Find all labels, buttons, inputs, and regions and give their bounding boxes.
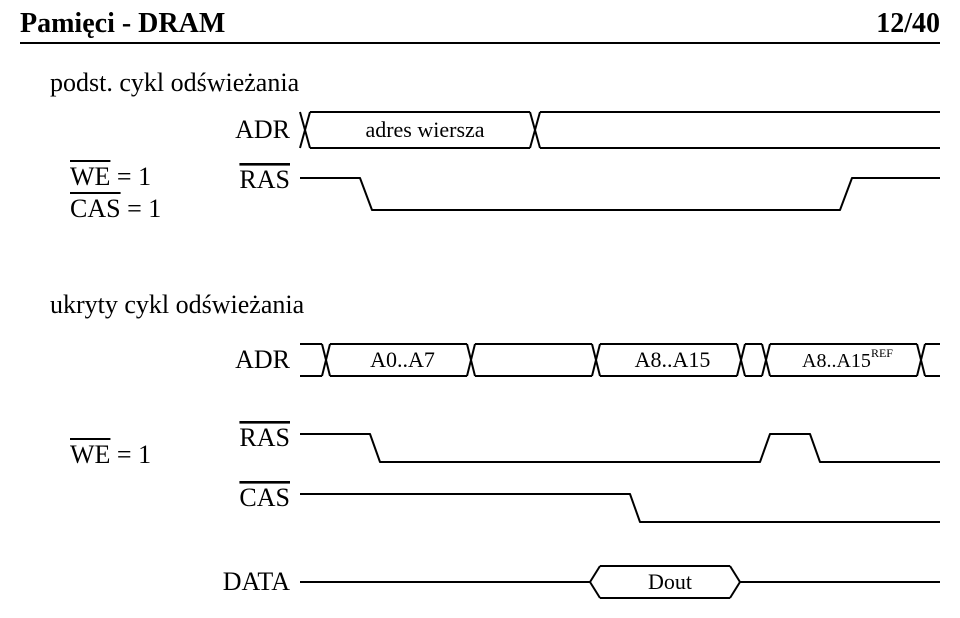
timing-svg: ADR adres wiersza RAS ADR A0..A7 A8..A15 A8..A… — [0, 0, 960, 618]
svg-text:adres wiersza: adres wiersza — [365, 117, 484, 142]
svg-text:ADR: ADR — [235, 345, 291, 374]
svg-text:CAS: CAS — [239, 483, 290, 512]
svg-text:A0..A7: A0..A7 — [370, 347, 435, 372]
svg-text:DATA: DATA — [223, 567, 290, 596]
svg-text:A8..A15: A8..A15 — [635, 347, 711, 372]
svg-text:ADR: ADR — [235, 115, 291, 144]
svg-text:Dout: Dout — [648, 569, 692, 594]
svg-text:A8..A15REF: A8..A15REF — [802, 346, 893, 372]
svg-text:RAS: RAS — [239, 165, 290, 194]
svg-text:RAS: RAS — [239, 423, 290, 452]
